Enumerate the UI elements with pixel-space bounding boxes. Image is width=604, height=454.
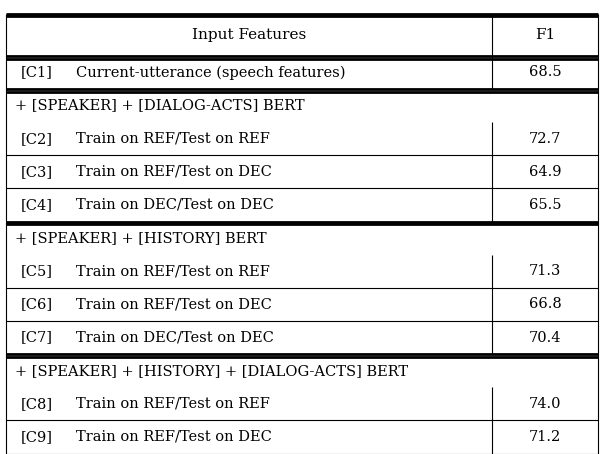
Text: 71.2: 71.2 [529, 430, 561, 444]
Text: 65.5: 65.5 [529, 198, 561, 212]
Text: [C4]: [C4] [21, 198, 53, 212]
Text: [C1]: [C1] [21, 65, 53, 79]
Text: [C8]: [C8] [21, 397, 53, 411]
Text: 70.4: 70.4 [529, 331, 561, 345]
Text: [C3]: [C3] [21, 165, 53, 179]
Text: Current-utterance (speech features): Current-utterance (speech features) [76, 65, 345, 79]
Text: Train on DEC/Test on DEC: Train on DEC/Test on DEC [76, 331, 274, 345]
Text: F1: F1 [535, 28, 555, 42]
Text: 64.9: 64.9 [529, 165, 561, 179]
Text: + [SPEAKER] + [HISTORY] + [DIALOG-ACTS] BERT: + [SPEAKER] + [HISTORY] + [DIALOG-ACTS] … [15, 364, 408, 378]
Text: 66.8: 66.8 [528, 297, 562, 311]
Text: 68.5: 68.5 [528, 65, 562, 79]
Text: + [SPEAKER] + [HISTORY] BERT: + [SPEAKER] + [HISTORY] BERT [15, 231, 267, 245]
Text: Train on REF/Test on REF: Train on REF/Test on REF [76, 264, 269, 278]
Text: 71.3: 71.3 [529, 264, 561, 278]
Text: [C9]: [C9] [21, 430, 53, 444]
Text: [C6]: [C6] [21, 297, 53, 311]
Text: Input Features: Input Features [192, 28, 306, 42]
Text: Train on REF/Test on REF: Train on REF/Test on REF [76, 397, 269, 411]
Text: [C2]: [C2] [21, 132, 53, 146]
Text: Train on REF/Test on DEC: Train on REF/Test on DEC [76, 430, 271, 444]
Text: + [SPEAKER] + [DIALOG-ACTS] BERT: + [SPEAKER] + [DIALOG-ACTS] BERT [15, 99, 305, 113]
Text: Train on REF/Test on DEC: Train on REF/Test on DEC [76, 297, 271, 311]
Text: 74.0: 74.0 [529, 397, 561, 411]
Text: Train on REF/Test on DEC: Train on REF/Test on DEC [76, 165, 271, 179]
Text: Train on DEC/Test on DEC: Train on DEC/Test on DEC [76, 198, 274, 212]
Text: [C5]: [C5] [21, 264, 53, 278]
Text: [C7]: [C7] [21, 331, 53, 345]
Text: Train on REF/Test on REF: Train on REF/Test on REF [76, 132, 269, 146]
Text: 72.7: 72.7 [529, 132, 561, 146]
